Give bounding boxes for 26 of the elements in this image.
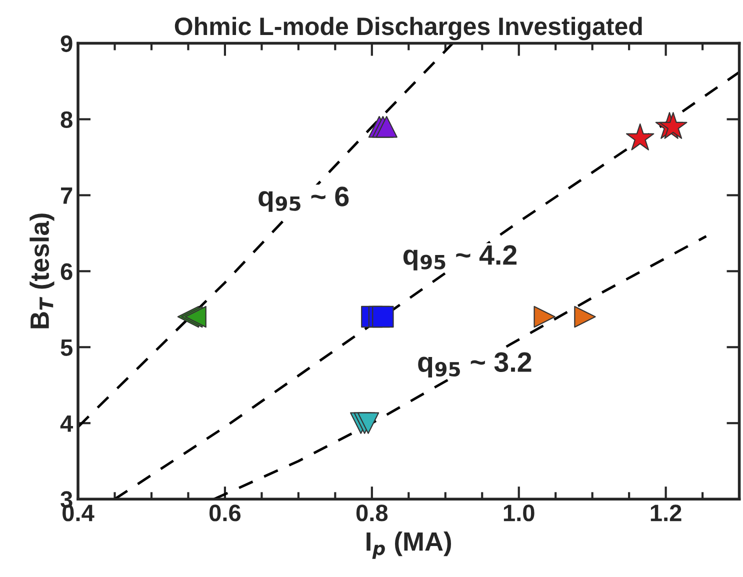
y-tick-label: 8 xyxy=(60,111,72,128)
point xyxy=(574,306,596,328)
point xyxy=(184,306,206,328)
annotation: q$_{95}$ ~ 4.2 xyxy=(403,245,517,270)
x-tick-label: 1.2 xyxy=(650,504,682,522)
point xyxy=(659,112,688,139)
chart-title: Ohmic L-mode Discharges Investigated xyxy=(174,16,642,40)
x-tick-label: 0.8 xyxy=(356,504,388,522)
x-tick-label: 1.0 xyxy=(504,504,534,522)
y-tick-label: 7 xyxy=(61,188,72,204)
point xyxy=(376,116,398,138)
line-series xyxy=(212,234,708,500)
y-tick-label: 5 xyxy=(60,339,72,356)
annotation: q$_{95}$ ~ 3.2 xyxy=(418,352,532,378)
y-tick-label: 9 xyxy=(60,35,72,52)
y-tick-label: 6 xyxy=(60,263,72,280)
x-axis-title: I$_{p}$ (MA) xyxy=(366,532,452,559)
y-tick-label: 4 xyxy=(60,415,74,432)
x-tick-label: 0.6 xyxy=(209,504,241,522)
line-series xyxy=(114,70,740,500)
y-axis-title: B$_{T}$ (tesla) xyxy=(30,214,54,328)
point xyxy=(626,123,654,150)
point xyxy=(357,412,380,434)
point xyxy=(372,306,394,328)
point xyxy=(534,306,556,328)
annotation: q$_{95}$ ~ 6 xyxy=(258,186,349,212)
